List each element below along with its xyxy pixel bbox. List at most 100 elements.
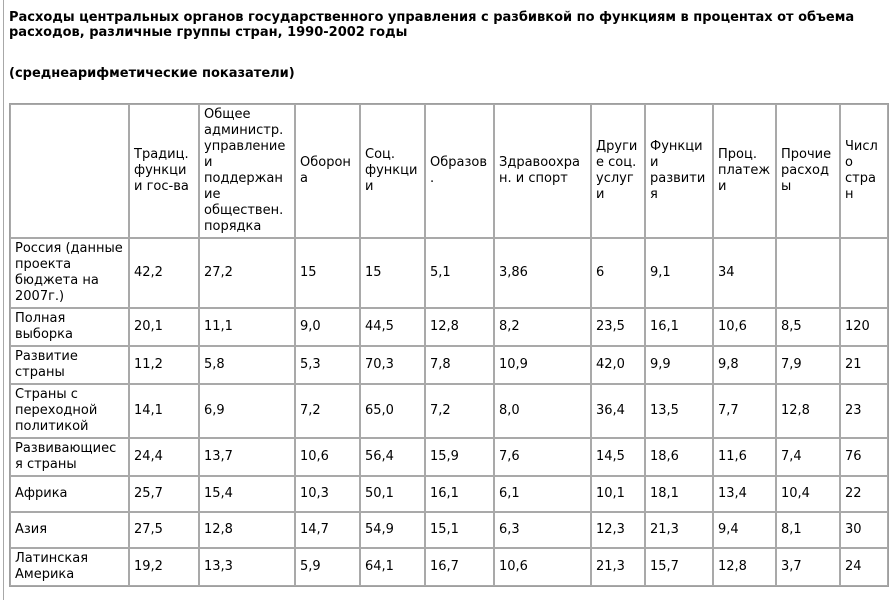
table-cell: 27,2 — [199, 238, 295, 308]
table-cell: 24 — [840, 548, 888, 586]
table-cell: 12,8 — [713, 548, 776, 586]
column-header: Число стран — [840, 104, 888, 238]
table-cell: 9,4 — [713, 512, 776, 548]
table-cell: 13,3 — [199, 548, 295, 586]
table-cell: 15 — [295, 238, 360, 308]
table-cell: 10,6 — [494, 548, 591, 586]
table-cell: 10,1 — [591, 476, 645, 512]
table-cell: 5,8 — [199, 346, 295, 384]
table-cell: 8,5 — [776, 308, 840, 346]
table-row: Развивающиеся страны 24,4 13,7 10,6 56,4 15,9… — [10, 438, 888, 476]
table-header-row: Традиц. функции гос-ва Общее администр. у… — [10, 104, 888, 238]
table-cell: 42,0 — [591, 346, 645, 384]
table-cell: 13,4 — [713, 476, 776, 512]
table-cell: 27,5 — [129, 512, 199, 548]
table-cell: 7,6 — [494, 438, 591, 476]
table-cell: 7,2 — [295, 384, 360, 438]
table-cell: 15,7 — [645, 548, 713, 586]
table-cell: 10,6 — [713, 308, 776, 346]
table-cell: 24,4 — [129, 438, 199, 476]
table-cell: 10,9 — [494, 346, 591, 384]
table-cell: 30 — [840, 512, 888, 548]
table-cell: 6 — [591, 238, 645, 308]
table-cell: 7,7 — [713, 384, 776, 438]
table-cell: 21 — [840, 346, 888, 384]
table-cell: 10,3 — [295, 476, 360, 512]
row-label: Полная выборка — [10, 308, 129, 346]
table-row: Латинская Америка 19,2 13,3 5,9 64,1 16,7 10,6… — [10, 548, 888, 586]
page-left-frame-border — [3, 0, 4, 600]
table-cell: 44,5 — [360, 308, 425, 346]
table-cell: 9,8 — [713, 346, 776, 384]
corner-cell — [10, 104, 129, 238]
table-cell: 36,4 — [591, 384, 645, 438]
row-label: Азия — [10, 512, 129, 548]
table-row: Полная выборка 20,1 11,1 9,0 44,5 12,8 8,2 23,5… — [10, 308, 888, 346]
table-cell: 18,1 — [645, 476, 713, 512]
table-cell: 16,1 — [645, 308, 713, 346]
row-label: Латинская Америка — [10, 548, 129, 586]
table-row: Развитие страны 11,2 5,8 5,3 70,3 7,8 10,9 42,0… — [10, 346, 888, 384]
table-cell: 15 — [360, 238, 425, 308]
page: Расходы центральных органов государствен… — [9, 10, 889, 587]
table-cell: 21,3 — [645, 512, 713, 548]
table-cell: 6,3 — [494, 512, 591, 548]
row-label: Россия (данные проекта бюджета на 2007г.… — [10, 238, 129, 308]
table-cell: 5,9 — [295, 548, 360, 586]
table-body: Россия (данные проекта бюджета на 2007г.… — [10, 238, 888, 586]
row-label: Развивающиеся страны — [10, 438, 129, 476]
table-cell: 3,7 — [776, 548, 840, 586]
column-header: Образов. — [425, 104, 494, 238]
table-cell: 12,3 — [591, 512, 645, 548]
table-cell: 7,9 — [776, 346, 840, 384]
table-cell: 13,5 — [645, 384, 713, 438]
table-cell: 5,1 — [425, 238, 494, 308]
table-row: Азия 27,5 12,8 14,7 54,9 15,1 6,3 12,3 21,3 9,4 8,… — [10, 512, 888, 548]
table-cell: 14,5 — [591, 438, 645, 476]
table-cell: 5,3 — [295, 346, 360, 384]
table-cell: 25,7 — [129, 476, 199, 512]
row-label: Страны с переходной политикой — [10, 384, 129, 438]
table-cell — [840, 238, 888, 308]
table-cell: 12,8 — [425, 308, 494, 346]
table-cell: 8,0 — [494, 384, 591, 438]
table-cell: 6,9 — [199, 384, 295, 438]
table-cell: 7,8 — [425, 346, 494, 384]
table-cell: 8,2 — [494, 308, 591, 346]
table-cell: 11,6 — [713, 438, 776, 476]
table-cell: 10,6 — [295, 438, 360, 476]
table-cell: 14,7 — [295, 512, 360, 548]
table-cell: 11,1 — [199, 308, 295, 346]
table-cell: 12,8 — [199, 512, 295, 548]
row-label: Развитие страны — [10, 346, 129, 384]
table-cell: 6,1 — [494, 476, 591, 512]
column-header: Оборона — [295, 104, 360, 238]
table-cell: 9,0 — [295, 308, 360, 346]
table-row: Страны с переходной политикой 14,1 6,9 7,2 6… — [10, 384, 888, 438]
table-cell: 12,8 — [776, 384, 840, 438]
table-cell: 10,4 — [776, 476, 840, 512]
table-cell: 15,4 — [199, 476, 295, 512]
page-subtitle: (среднеарифметические показатели) — [9, 66, 295, 81]
table-cell: 19,2 — [129, 548, 199, 586]
table-cell: 3,86 — [494, 238, 591, 308]
table-cell — [776, 238, 840, 308]
table-cell: 16,7 — [425, 548, 494, 586]
column-header: Проц. платежи — [713, 104, 776, 238]
column-header: Соц. функции — [360, 104, 425, 238]
table-cell: 21,3 — [591, 548, 645, 586]
table-cell: 56,4 — [360, 438, 425, 476]
table-cell: 23,5 — [591, 308, 645, 346]
table-cell: 65,0 — [360, 384, 425, 438]
table-row: Россия (данные проекта бюджета на 2007г.… — [10, 238, 888, 308]
table-cell: 15,1 — [425, 512, 494, 548]
table-cell: 64,1 — [360, 548, 425, 586]
table-cell: 15,9 — [425, 438, 494, 476]
table-cell: 8,1 — [776, 512, 840, 548]
column-header: Другие соц. услуги — [591, 104, 645, 238]
table-cell: 76 — [840, 438, 888, 476]
table-cell: 120 — [840, 308, 888, 346]
table-cell: 11,2 — [129, 346, 199, 384]
table-cell: 42,2 — [129, 238, 199, 308]
table-cell: 22 — [840, 476, 888, 512]
